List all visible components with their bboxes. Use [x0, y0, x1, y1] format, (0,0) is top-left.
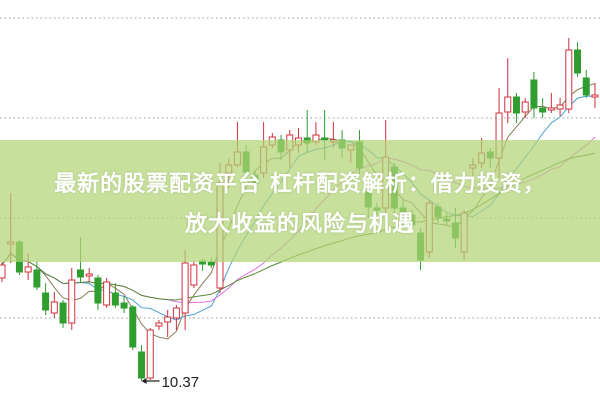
- candle: [103, 278, 111, 308]
- candle-body: [111, 292, 119, 306]
- candle: [33, 262, 41, 290]
- candle: [155, 320, 163, 330]
- low-annotation: 10.37: [141, 374, 200, 391]
- candle-body: [129, 306, 137, 348]
- candle: [164, 310, 172, 337]
- candle: [138, 345, 146, 381]
- candle-body: [59, 302, 67, 324]
- candle-body: [24, 266, 32, 273]
- candle-body: [521, 101, 529, 113]
- candle: [565, 38, 573, 113]
- candle-body: [539, 107, 547, 113]
- candle: [190, 261, 198, 288]
- candle-body: [164, 316, 172, 323]
- candle: [574, 42, 582, 77]
- candle: [111, 283, 119, 308]
- candle-body: [68, 279, 76, 324]
- candle: [50, 292, 58, 318]
- candle-body: [591, 94, 599, 98]
- arrow-head-icon: [141, 378, 147, 384]
- candle-body: [0, 264, 6, 279]
- candle: [172, 305, 180, 330]
- candle: [556, 98, 564, 116]
- candle: [539, 98, 547, 118]
- candle: [0, 262, 6, 282]
- article-title-line-1: 最新的股票配资平台 杠杆配资解析：借力投资，: [54, 172, 546, 197]
- candle: [120, 296, 128, 313]
- candle: [181, 250, 189, 330]
- candle-body: [50, 301, 58, 314]
- candle-body: [190, 264, 198, 286]
- candle-body: [42, 292, 50, 311]
- candle-body: [530, 79, 538, 109]
- candle-body: [138, 351, 146, 379]
- candle-body: [504, 96, 512, 113]
- candle-body: [207, 261, 215, 266]
- candle: [129, 305, 137, 350]
- candle: [530, 72, 538, 118]
- candle-body: [565, 49, 573, 110]
- candle-body: [574, 49, 582, 74]
- candle: [512, 93, 520, 123]
- candle-body: [512, 96, 520, 114]
- candle-body: [181, 262, 189, 314]
- title-banner: [0, 140, 600, 262]
- candle: [59, 300, 67, 328]
- candle: [591, 83, 599, 108]
- candle-body: [146, 329, 154, 379]
- candle: [146, 328, 154, 380]
- candle-body: [582, 77, 590, 96]
- candle-body: [172, 307, 180, 319]
- candle-body: [120, 302, 128, 309]
- candle: [68, 268, 76, 330]
- candle-body: [547, 107, 555, 111]
- article-title-line-2: 放大收益的风险与机遇: [184, 212, 415, 237]
- candle: [42, 283, 50, 315]
- candle-body: [103, 281, 111, 306]
- candle: [521, 98, 529, 118]
- candle-body: [76, 269, 84, 278]
- candle-body: [556, 104, 564, 110]
- candle: [547, 93, 555, 113]
- candle-body: [85, 273, 93, 277]
- candle: [94, 275, 102, 310]
- candle-body: [94, 277, 102, 304]
- candle: [582, 70, 590, 98]
- candle-body: [155, 322, 163, 327]
- candle: [85, 268, 93, 282]
- candle: [504, 58, 512, 123]
- candle-body: [33, 269, 41, 288]
- low-price-label: 10.37: [162, 374, 200, 391]
